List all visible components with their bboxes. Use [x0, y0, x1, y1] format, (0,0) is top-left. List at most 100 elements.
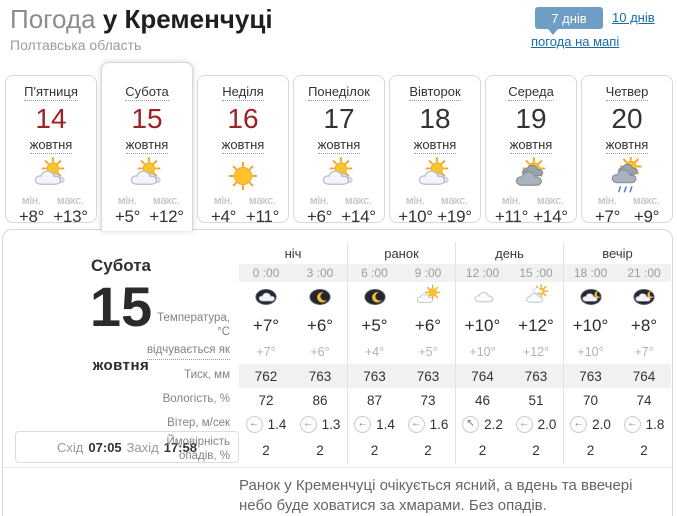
temperature-value: +8°: [630, 316, 658, 335]
wind-label: Вітер, м/сек: [167, 417, 230, 430]
humidity-value: 72: [258, 392, 274, 408]
day-name: П'ятниця: [24, 84, 78, 101]
day-date: 15: [131, 103, 163, 134]
humidity-value: 70: [563, 388, 617, 412]
detail-panel: Субота 15 жовтня Схід 07:05 Захід 17:58 …: [2, 229, 673, 516]
feels-like-label: відчувається як: [143, 340, 239, 364]
day-tab-wednesday[interactable]: Середа 19 жовтня мін. макс. +11° +14°: [485, 75, 577, 226]
min-label: мін.: [405, 195, 426, 207]
hour-label: 3 :00: [293, 264, 347, 282]
day-name: Субота: [125, 84, 169, 101]
precipitation-value: 2: [532, 442, 540, 458]
forecast-summary: Ранок у Кременчуці очікується ясний, а в…: [239, 477, 633, 515]
day-month: жовтня: [605, 137, 649, 154]
wind-value: ← 1.3: [293, 412, 347, 436]
weather-icon-sun-dark-cloud: [486, 157, 576, 195]
min-label: мін.: [309, 195, 330, 207]
day-month: жовтня: [317, 137, 361, 154]
day-date: 19: [515, 103, 547, 134]
day-month: жовтня: [509, 137, 553, 154]
panel-divider: [3, 467, 672, 468]
day-tab-friday[interactable]: П'ятниця 14 жовтня мін. макс. +8° +13°: [5, 75, 97, 226]
temperature-value: +7°: [252, 316, 280, 335]
min-temp: +4°: [210, 207, 237, 226]
day-tab-monday[interactable]: Понеділок 17 жовтня мін. макс. +6° +14°: [293, 75, 385, 226]
wind-direction-icon: ↖: [462, 415, 480, 433]
min-label: мін.: [21, 195, 42, 207]
max-label: макс.: [536, 195, 565, 207]
day-date: 18: [419, 103, 451, 134]
hour-label: 15 :00: [509, 264, 563, 282]
weather-icon-sun-dark-cloud-rain: [582, 155, 672, 195]
precipitation-value: 2: [424, 442, 432, 458]
temperature-label: Температура, °C: [157, 312, 230, 338]
range-7-days-button[interactable]: 7 днів: [535, 7, 603, 29]
wind-value: ← 1.4: [239, 412, 293, 436]
min-label: мін.: [117, 195, 138, 207]
wind-speed: 2.2: [484, 416, 503, 432]
weather-icon-sun-cloud: [294, 157, 384, 195]
wind-speed: 2.0: [592, 416, 611, 432]
wind-value: ← 2.0: [509, 412, 563, 436]
min-label: мін.: [501, 195, 522, 207]
day-month: жовтня: [29, 137, 73, 154]
feels-like-value: +10°: [563, 340, 617, 364]
wind-speed: 1.6: [429, 416, 449, 432]
day-tab-tuesday[interactable]: Вівторок 18 жовтня мін. макс. +10° +19°: [389, 75, 481, 226]
min-max: мін. макс. +10° +19°: [396, 195, 474, 227]
temperature-value: +6°: [306, 316, 334, 335]
min-max: мін. макс. +11° +14°: [492, 195, 570, 227]
hour-label: 12 :00: [455, 264, 509, 282]
weather-map-link[interactable]: погода на мапі: [531, 34, 620, 49]
min-temp: +5°: [114, 207, 141, 226]
wind-value: ↖ 2.2: [455, 412, 509, 436]
min-temp: +6°: [306, 207, 333, 226]
max-temp: +14°: [533, 207, 568, 226]
humidity-value: 74: [636, 392, 652, 408]
weather-icon-sun-cloud: [102, 157, 192, 195]
temperature-value: +5°: [347, 312, 401, 340]
humidity-value: 51: [528, 392, 544, 408]
feels-like-value: +7°: [256, 345, 276, 359]
sunset-time: 17:58: [163, 439, 197, 455]
wind-speed: 1.8: [645, 416, 665, 432]
sunrise-label: Схід: [57, 439, 84, 455]
day-date: 17: [323, 103, 355, 134]
wind-value: ← 1.8: [617, 412, 671, 436]
max-label: макс.: [440, 195, 469, 207]
wind-speed: 1.4: [376, 416, 395, 432]
day-name: Середа: [508, 84, 554, 101]
min-temp: +7°: [594, 207, 621, 226]
day-tab-saturday[interactable]: Субота 15 жовтня мін. макс. +5° +12°: [101, 62, 193, 231]
forecast-table: ніч ранок день вечір 0 :00 3 :00 6 :00 9 :00 12 …: [143, 242, 671, 464]
period-label-night: ніч: [284, 245, 302, 261]
min-max: мін. макс. +6° +14°: [300, 195, 378, 227]
pressure-value: 762: [239, 364, 293, 388]
wind-direction-icon: ←: [515, 415, 533, 433]
day-tab-thursday[interactable]: Четвер 20 жовтня мін. макс. +7° +9°: [581, 75, 673, 226]
wind-value: ← 1.4: [347, 412, 401, 436]
range-7-tail-icon: [548, 29, 558, 35]
day-date: 14: [35, 103, 67, 134]
detail-day-name: Субота: [91, 256, 151, 275]
temperature-value: +6°: [414, 316, 442, 335]
page-title: Погода у Кременчуці: [10, 5, 273, 34]
range-10-days-link[interactable]: 10 днів: [612, 10, 655, 25]
detail-date: 15: [89, 275, 153, 338]
temperature-value: +12°: [518, 316, 554, 335]
max-temp: +12°: [149, 207, 184, 226]
max-label: макс.: [248, 195, 277, 207]
day-month: жовтня: [413, 137, 457, 154]
day-tab-sunday[interactable]: Неділя 16 жовтня мін. макс. +4° +11°: [197, 75, 289, 226]
day-date: 20: [611, 103, 643, 134]
sunrise-sunset-box: Схід 07:05 Захід 17:58: [15, 431, 239, 463]
temperature-value: +10°: [563, 312, 617, 340]
period-label-evening: вечір: [563, 242, 671, 264]
weather-icon-night-cloud-moon: [617, 282, 671, 312]
wind-speed: 2.0: [537, 416, 557, 432]
period-label-day: день: [455, 242, 563, 264]
humidity-label: Вологість, %: [162, 393, 230, 406]
wind-direction-icon: ←: [299, 415, 317, 433]
hour-label: 18 :00: [563, 264, 617, 282]
